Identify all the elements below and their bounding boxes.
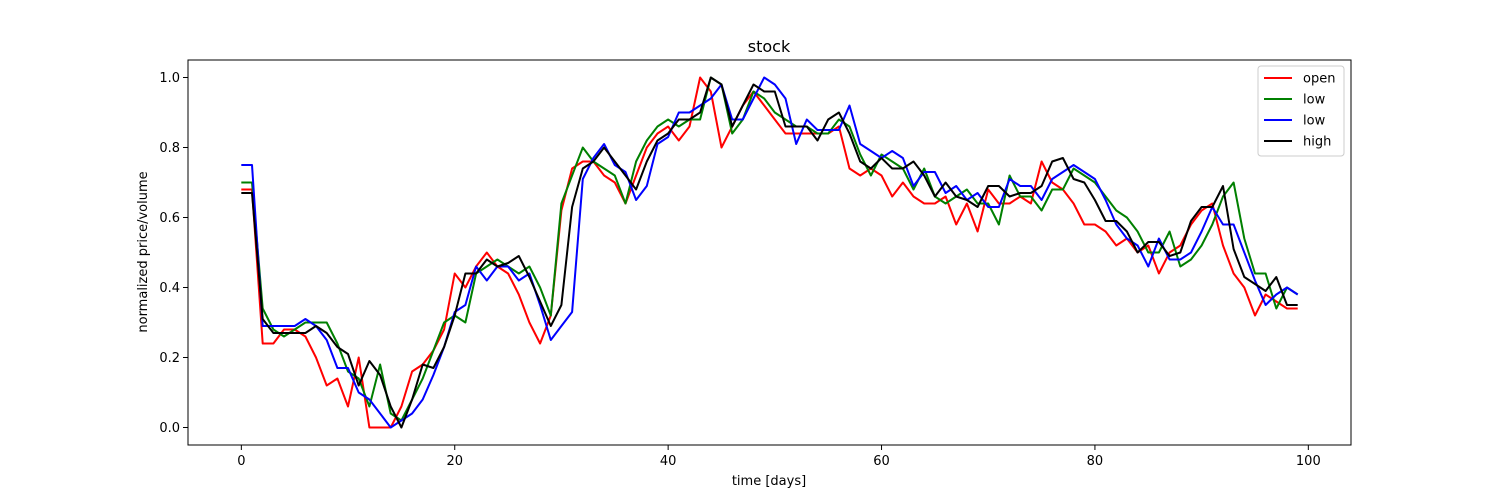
x-tick-label: 60: [873, 454, 890, 469]
y-tick-label: 0.6: [159, 211, 180, 226]
legend: open low low high: [1257, 65, 1345, 157]
legend-box: [1257, 65, 1345, 157]
series-layer: [241, 76, 1299, 429]
y-axis-label: normalized price/volume: [136, 171, 151, 332]
legend-label-2: low: [1303, 114, 1326, 129]
x-tick-label: 0: [237, 454, 245, 469]
y-tick-label: 0.2: [159, 351, 180, 366]
y-tick-label: 0.8: [159, 141, 180, 156]
legend-label-1: low: [1303, 93, 1326, 108]
series-line-open-0: [241, 76, 1298, 429]
series-line-low-2: [241, 76, 1299, 429]
y-axis: 0.0 0.2 0.4 0.6 0.8 1.0: [159, 71, 188, 436]
x-tick-label: 100: [1296, 454, 1321, 469]
plot-frame: [187, 59, 1352, 446]
x-axis-label: time [days]: [732, 474, 806, 489]
series-line-low-1: [241, 76, 1299, 422]
x-tick-label: 40: [660, 454, 677, 469]
y-tick-label: 1.0: [159, 71, 180, 86]
series-line-high-3: [241, 76, 1298, 429]
legend-label-0: open: [1303, 72, 1335, 87]
x-tick-label: 80: [1087, 454, 1104, 469]
chart-title: stock: [748, 37, 791, 56]
y-tick-label: 0.4: [159, 281, 180, 296]
y-tick-label: 0.0: [159, 421, 180, 436]
legend-label-3: high: [1303, 135, 1331, 150]
x-tick-label: 20: [446, 454, 463, 469]
x-axis: 0 20 40 60 80 100: [237, 445, 1321, 469]
